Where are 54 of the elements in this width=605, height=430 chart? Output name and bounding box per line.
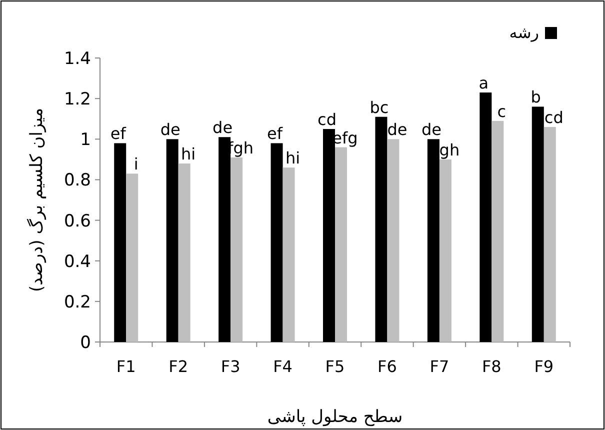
bar	[492, 120, 504, 342]
x-tick-label: F2	[168, 357, 188, 376]
y-tick-label: 0.6	[64, 211, 91, 232]
legend-label: رشه	[509, 23, 539, 42]
y-tick-label: 0.4	[64, 252, 91, 272]
data-label: a	[478, 73, 489, 92]
data-label: hi	[285, 148, 300, 168]
y-tick-label: 1	[80, 130, 91, 150]
data-label: ef	[267, 124, 283, 144]
y-tick-label: 1.2	[64, 90, 91, 110]
x-tick-label: F5	[325, 357, 345, 376]
bar	[375, 116, 388, 342]
bar	[126, 174, 138, 342]
x-tick-label: F9	[534, 357, 554, 376]
data-label: de	[212, 118, 233, 138]
data-label: b	[530, 88, 541, 107]
x-axis-title: سطح محلول پاشی	[267, 407, 403, 427]
x-tick-label: F1	[116, 357, 136, 376]
bar	[270, 143, 283, 342]
y-tick-label: 0	[80, 333, 91, 353]
x-tick-label: F8	[482, 357, 502, 376]
bar	[335, 147, 347, 342]
data-label: de	[421, 120, 442, 140]
data-label: de	[387, 120, 408, 140]
data-label: de	[160, 120, 180, 140]
bar	[439, 159, 452, 342]
y-tick-label: 0.8	[64, 170, 91, 191]
data-label: cd	[318, 110, 336, 129]
data-label: bc	[370, 98, 389, 117]
bar	[166, 139, 178, 342]
bar	[532, 106, 544, 342]
y-tick-label: 0.2	[64, 292, 91, 312]
data-label: i	[134, 154, 138, 174]
bar	[480, 92, 492, 342]
data-label: hi	[181, 144, 196, 164]
data-label: gh	[439, 140, 460, 160]
bar	[282, 168, 295, 342]
x-tick-label: F4	[273, 357, 292, 376]
bar	[387, 139, 400, 342]
x-tick-label: F6	[378, 357, 397, 376]
bar	[544, 126, 556, 342]
x-tick-label: F3	[220, 357, 240, 376]
y-tick-label: 1.4	[64, 49, 91, 69]
bar	[178, 163, 190, 342]
data-label: c	[497, 102, 506, 121]
data-label: ef	[110, 124, 126, 144]
bar	[230, 157, 243, 342]
bar	[218, 137, 231, 342]
y-axis-title: میزان کلسیم برگ (درصد)	[26, 108, 47, 292]
bar	[114, 143, 126, 342]
bar	[323, 129, 335, 342]
bar	[427, 139, 440, 342]
data-label: cd	[544, 108, 564, 127]
x-tick-label: F7	[430, 357, 450, 376]
